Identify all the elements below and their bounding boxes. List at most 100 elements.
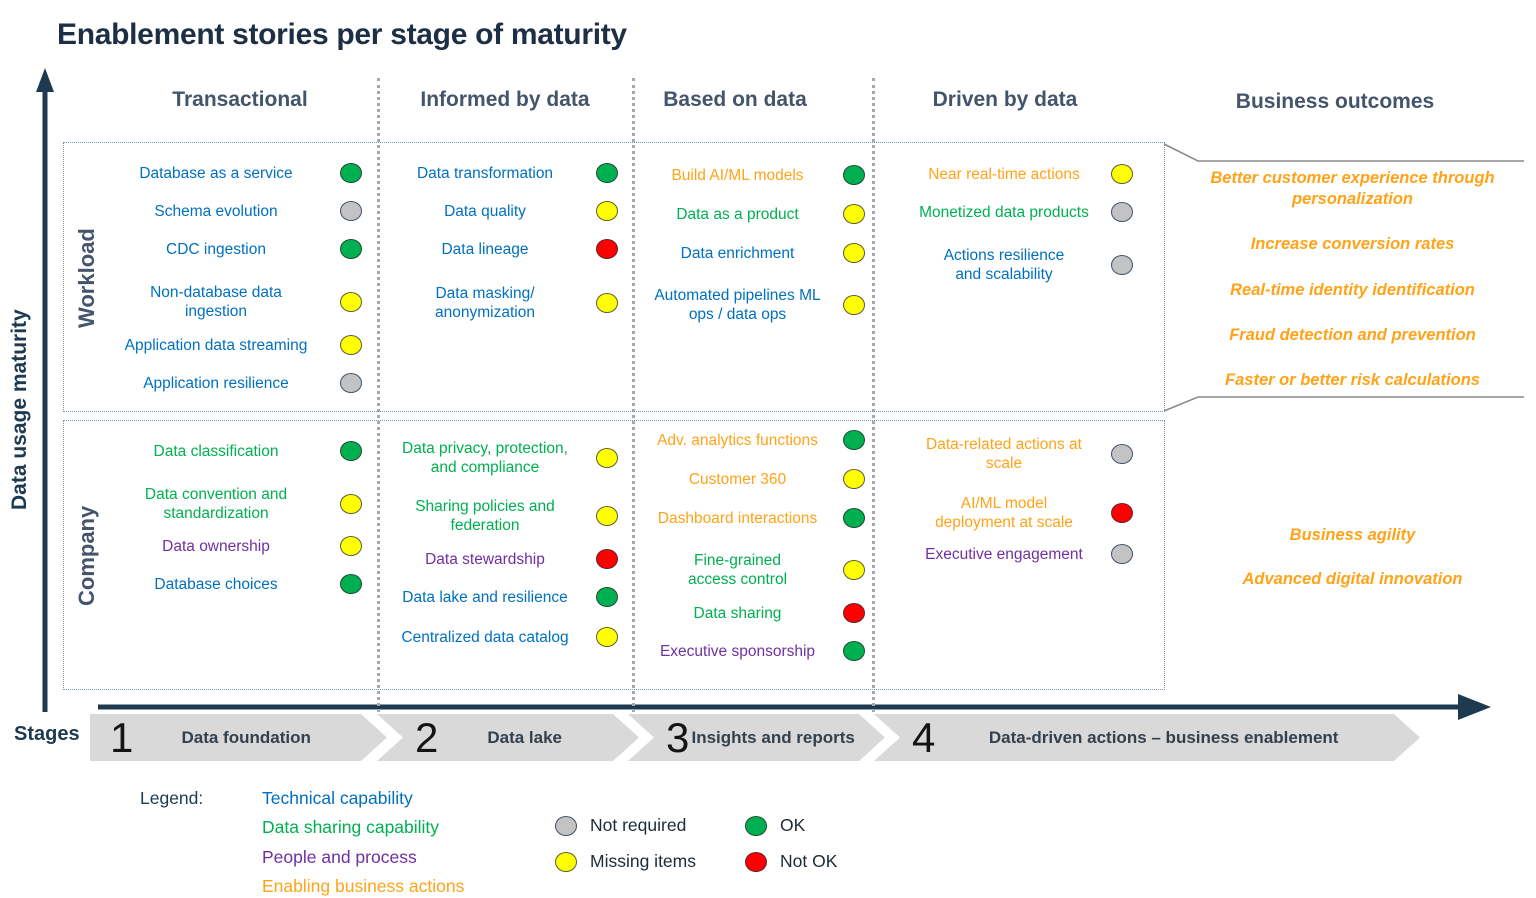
capability-label: Customer 360 bbox=[688, 470, 787, 488]
status-dot bbox=[745, 851, 767, 872]
capability-item: Executive sponsorship bbox=[640, 641, 865, 661]
capability-item: Data ownership bbox=[100, 536, 362, 556]
status-dot bbox=[843, 243, 865, 263]
legend-category-people: People and process bbox=[262, 847, 417, 867]
capability-item: Near real-time actions bbox=[905, 164, 1133, 184]
capability-label: Data sharing bbox=[693, 604, 782, 622]
workload-row-box bbox=[63, 142, 1165, 412]
capability-item: Data convention and standardization bbox=[100, 485, 362, 523]
status-dot bbox=[340, 536, 362, 556]
status-dot bbox=[596, 627, 618, 647]
status-dot bbox=[843, 469, 865, 489]
stage-arrow-4: 4 Data-driven actions – business enablem… bbox=[874, 714, 1420, 761]
outcomes-bracket-bottom bbox=[1163, 396, 1524, 412]
capability-label: Non-database data ingestion bbox=[150, 284, 282, 320]
capability-item: Database choices bbox=[100, 574, 362, 594]
capability-item: Data enrichment bbox=[640, 243, 865, 263]
capability-label: Database as a service bbox=[139, 164, 293, 182]
capability-item: Schema evolution bbox=[100, 201, 362, 221]
capability-item: Adv. analytics functions bbox=[640, 430, 865, 450]
capability-label: AI/ML model deployment at scale bbox=[935, 495, 1073, 531]
legend-status-label: Not required bbox=[590, 815, 687, 835]
page-title: Enablement stories per stage of maturity bbox=[57, 18, 627, 51]
capability-label: Executive engagement bbox=[925, 545, 1083, 563]
capability-label: Schema evolution bbox=[154, 202, 278, 220]
capability-item: Data privacy, protection, and compliance bbox=[382, 439, 618, 477]
legend-status-not-required: Not required bbox=[555, 815, 686, 836]
legend-status-label: Not OK bbox=[780, 851, 838, 871]
business-outcome: Fraud detection and prevention bbox=[1229, 326, 1476, 344]
capability-label: Data privacy, protection, and compliance bbox=[402, 440, 568, 476]
capability-item: Data masking/ anonymization bbox=[382, 284, 618, 322]
stage-arrow-2: 2 Data lake bbox=[377, 714, 639, 761]
business-outcome: Real-time identity identification bbox=[1230, 281, 1475, 299]
stage-number: 3 bbox=[666, 713, 690, 761]
capability-label: Data convention and standardization bbox=[144, 486, 288, 522]
capability-item: Automated pipelines ML ops / data ops bbox=[640, 286, 865, 324]
business-outcome: Advanced digital innovation bbox=[1242, 570, 1463, 588]
stage-number: 2 bbox=[415, 713, 439, 761]
capability-item: Build AI/ML models bbox=[640, 165, 865, 185]
capability-item: Dashboard interactions bbox=[640, 508, 865, 528]
status-dot bbox=[340, 292, 362, 312]
status-dot bbox=[555, 815, 577, 836]
stage-arrow-3: 3 Insights and reports bbox=[628, 714, 885, 761]
status-dot bbox=[843, 560, 865, 580]
status-dot bbox=[596, 587, 618, 607]
row-label-company: Company bbox=[74, 505, 99, 607]
column-header-business-outcomes: Business outcomes bbox=[1235, 90, 1435, 113]
status-dot bbox=[1111, 164, 1133, 184]
capability-label: Data classification bbox=[153, 442, 279, 460]
capability-item: Centralized data catalog bbox=[382, 627, 618, 647]
legend-category-sharing: Data sharing capability bbox=[262, 817, 440, 837]
status-dot bbox=[340, 201, 362, 221]
status-dot bbox=[340, 373, 362, 393]
capability-label: Application data streaming bbox=[124, 336, 308, 354]
capability-label: Sharing policies and federation bbox=[415, 498, 555, 534]
stage-number: 1 bbox=[110, 713, 134, 761]
status-dot bbox=[340, 574, 362, 594]
capability-label: Data transformation bbox=[416, 164, 554, 182]
legend-status-label: Missing items bbox=[590, 851, 696, 871]
capability-label: CDC ingestion bbox=[166, 240, 266, 258]
capability-item: Data as a product bbox=[640, 204, 865, 224]
capability-item: Data transformation bbox=[382, 163, 618, 183]
capability-item: Data lineage bbox=[382, 239, 618, 259]
column-header-transactional: Transactional bbox=[172, 88, 308, 111]
status-dot bbox=[596, 506, 618, 526]
stage-label: Data lake bbox=[487, 727, 563, 747]
status-dot bbox=[340, 239, 362, 259]
capability-label: Data ownership bbox=[162, 537, 270, 555]
capability-item: Executive engagement bbox=[905, 544, 1133, 564]
status-dot bbox=[745, 815, 767, 836]
capability-label: Centralized data catalog bbox=[401, 628, 569, 646]
capability-label: Dashboard interactions bbox=[657, 509, 818, 527]
capability-label: Data lake and resilience bbox=[402, 588, 568, 606]
capability-item: Customer 360 bbox=[640, 469, 865, 489]
status-dot bbox=[596, 448, 618, 468]
business-outcome: Business agility bbox=[1289, 526, 1416, 544]
status-dot bbox=[1111, 444, 1133, 464]
status-dot bbox=[1111, 544, 1133, 564]
legend-title: Legend: bbox=[140, 788, 204, 808]
column-divider bbox=[377, 78, 380, 712]
capability-item: AI/ML model deployment at scale bbox=[905, 494, 1133, 532]
stages-label: Stages bbox=[14, 723, 80, 745]
capability-label: Data lineage bbox=[441, 240, 529, 258]
legend-status-not-ok: Not OK bbox=[745, 851, 837, 872]
status-dot bbox=[596, 239, 618, 259]
column-divider bbox=[872, 78, 875, 712]
capability-item: Data classification bbox=[100, 441, 362, 461]
stage-label: Data-driven actions – business enablemen… bbox=[988, 727, 1339, 747]
capability-label: Data masking/ anonymization bbox=[435, 285, 535, 321]
status-dot bbox=[1111, 503, 1133, 523]
outcomes-bracket-top bbox=[1163, 143, 1524, 162]
status-dot bbox=[843, 603, 865, 623]
capability-label: Automated pipelines ML ops / data ops bbox=[654, 287, 821, 323]
capability-label: Data as a product bbox=[676, 205, 799, 223]
stage-number: 4 bbox=[912, 713, 936, 761]
capability-label: Data stewardship bbox=[425, 550, 545, 568]
capability-item: Monetized data products bbox=[905, 202, 1133, 222]
capability-item: Sharing policies and federation bbox=[382, 497, 618, 535]
